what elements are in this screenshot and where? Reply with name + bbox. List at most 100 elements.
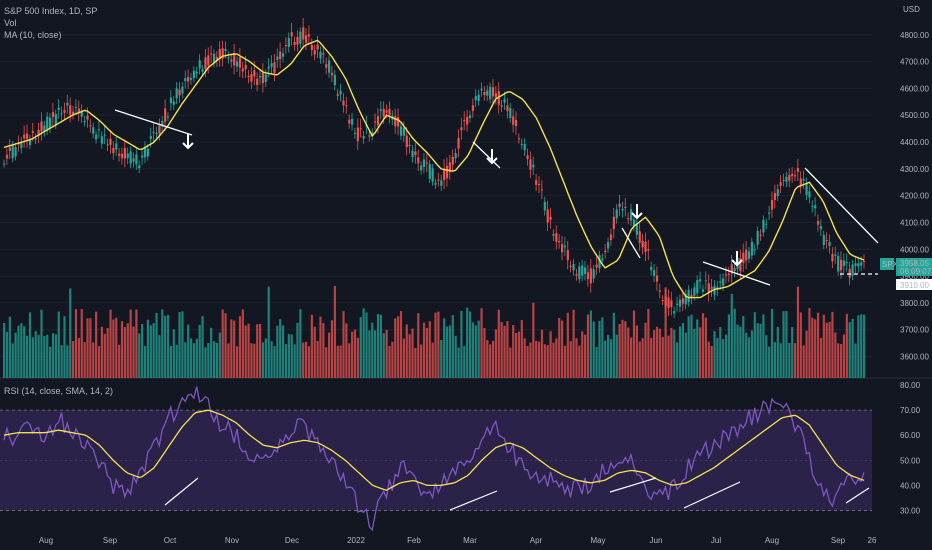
volume-bar bbox=[799, 312, 802, 378]
candle-body bbox=[661, 300, 664, 302]
candle-body bbox=[192, 70, 196, 78]
volume-bar bbox=[351, 331, 354, 378]
volume-bar bbox=[126, 323, 129, 378]
y-tick-label: 4400.00 bbox=[900, 138, 929, 147]
volume-bar bbox=[713, 331, 716, 378]
volume-bar bbox=[503, 325, 506, 378]
candle-body bbox=[60, 113, 63, 115]
candle-body bbox=[696, 280, 699, 294]
volume-bar bbox=[750, 330, 754, 378]
candle-body bbox=[650, 266, 653, 271]
trendline bbox=[702, 261, 771, 286]
candle-body bbox=[615, 209, 618, 219]
candle-body bbox=[733, 267, 736, 272]
volume-bar bbox=[37, 335, 40, 378]
volume-bar bbox=[615, 334, 618, 378]
x-tick-label: Apr bbox=[530, 536, 543, 545]
legend-rsi: RSI (14, close, SMA, 14, 2) bbox=[4, 386, 114, 396]
candle-body bbox=[172, 101, 175, 105]
candle-body bbox=[598, 255, 601, 269]
legend-ma[interactable]: MA (10, close) bbox=[4, 30, 62, 40]
candle-body bbox=[676, 303, 679, 306]
legend-volume[interactable]: Vol bbox=[4, 18, 17, 28]
candle-body bbox=[463, 120, 466, 122]
candle-body bbox=[802, 178, 805, 181]
candle-body bbox=[382, 108, 385, 117]
trendline bbox=[804, 167, 879, 244]
volume-bar bbox=[578, 345, 581, 378]
volume-bar bbox=[89, 318, 92, 378]
candle-body bbox=[595, 264, 598, 268]
volume-bar bbox=[687, 316, 690, 378]
volume-bar bbox=[710, 345, 713, 378]
candle-body bbox=[753, 249, 756, 251]
candle-body bbox=[765, 223, 768, 225]
candle-body bbox=[175, 88, 178, 99]
volume-bar bbox=[253, 343, 256, 378]
volume-bar bbox=[768, 346, 771, 378]
candle-body bbox=[181, 86, 184, 94]
volume-bar bbox=[661, 336, 664, 378]
candle-body bbox=[307, 34, 311, 37]
candle-body bbox=[57, 107, 60, 111]
volume-bar bbox=[77, 338, 80, 378]
candle-body bbox=[586, 272, 590, 280]
candle-body bbox=[641, 240, 644, 248]
volume-bar bbox=[572, 309, 575, 378]
candle-body bbox=[328, 60, 331, 73]
volume-bar bbox=[103, 333, 106, 378]
volume-bar bbox=[23, 326, 26, 378]
volume-bar bbox=[86, 318, 89, 378]
candle-body bbox=[842, 260, 846, 266]
price-symbol: SPX bbox=[882, 260, 899, 269]
candle-body bbox=[604, 250, 607, 253]
volume-bar bbox=[273, 346, 276, 378]
candle-body bbox=[92, 127, 95, 134]
volume-bar bbox=[192, 343, 196, 378]
volume-bar bbox=[601, 317, 604, 378]
volume-bar bbox=[454, 335, 457, 378]
candle-body bbox=[405, 135, 408, 147]
candle-body bbox=[132, 158, 135, 162]
volume-bar bbox=[845, 313, 848, 378]
candle-body bbox=[23, 134, 26, 139]
candle-body bbox=[54, 113, 57, 125]
candle-body bbox=[118, 153, 121, 156]
x-tick-label: Aug bbox=[765, 536, 779, 545]
rsi-legend[interactable]: RSI (14, close, SMA, 14, 2) bbox=[4, 385, 113, 397]
candle-body bbox=[759, 234, 762, 236]
candle-body bbox=[581, 265, 584, 276]
volume-bar bbox=[584, 334, 587, 378]
volume-bar bbox=[595, 346, 598, 378]
rsi-trendline bbox=[609, 477, 657, 493]
legend-symbol[interactable]: S&P 500 Index, 1D, SP bbox=[4, 6, 98, 16]
volume-bar bbox=[773, 342, 777, 378]
volume-bar bbox=[860, 314, 863, 378]
volume-bar bbox=[109, 309, 112, 378]
candle-body bbox=[494, 93, 498, 98]
candle-body bbox=[267, 66, 270, 69]
candle-body bbox=[471, 105, 475, 111]
price-label-box bbox=[896, 258, 932, 276]
candle-body bbox=[609, 234, 613, 241]
candle-body bbox=[514, 120, 518, 127]
volume-bar bbox=[345, 323, 348, 378]
volume-bar bbox=[664, 287, 667, 378]
candle-body bbox=[664, 296, 667, 306]
volume-bar bbox=[201, 316, 204, 378]
candle-body bbox=[655, 275, 659, 282]
rsi-tick-label: 30.00 bbox=[900, 506, 921, 515]
volume-bar bbox=[348, 343, 351, 378]
volume-bar bbox=[627, 327, 630, 378]
candle-body bbox=[770, 199, 774, 210]
volume-bar bbox=[210, 327, 213, 378]
y-tick-label: 4000.00 bbox=[900, 245, 929, 254]
candle-body bbox=[290, 32, 293, 37]
volume-bar bbox=[422, 322, 426, 378]
down-arrow-icon bbox=[631, 204, 643, 220]
candle-body bbox=[701, 289, 705, 292]
candle-body bbox=[120, 153, 124, 159]
candle-body bbox=[644, 241, 647, 252]
candle-body bbox=[198, 60, 201, 69]
